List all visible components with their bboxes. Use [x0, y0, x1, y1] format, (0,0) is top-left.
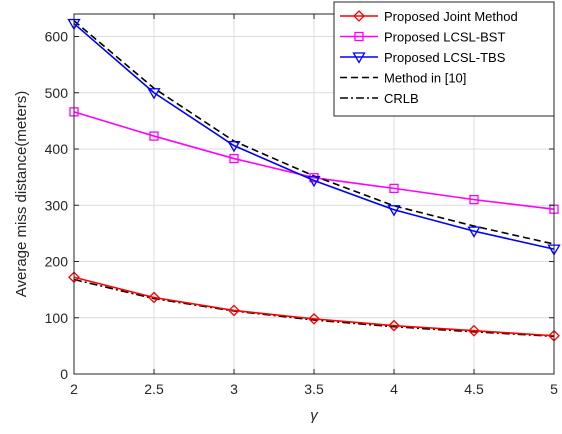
diamond-marker: [308, 312, 320, 325]
series-line: [73, 276, 555, 337]
legend-label: Proposed Joint Method: [384, 9, 518, 24]
x-tick-label: 2.5: [144, 381, 164, 397]
x-tick-label: 3.5: [304, 381, 324, 397]
x-tick-label: 5: [550, 381, 558, 397]
legend-label: CRLB: [384, 91, 419, 106]
diamond-marker: [468, 324, 480, 337]
legend-item: Proposed LCSL-TBS: [340, 50, 506, 65]
square-marker: [389, 183, 399, 194]
diamond-marker: [148, 291, 160, 304]
diamond-marker: [228, 304, 240, 317]
axis-ticks: 2 2.5 3 3.5 4 4.5 5 0 100 200 300 400 500 600: [45, 14, 558, 397]
diamond-marker: [353, 10, 365, 22]
series-0: [68, 271, 560, 342]
diamond-marker: [388, 319, 400, 332]
series-line: [73, 111, 555, 210]
y-tick-label: 600: [45, 29, 69, 45]
triangle-down-marker: [147, 88, 161, 100]
legend-item: Proposed LCSL-BST: [340, 30, 505, 45]
legend-item: Method in [10]: [340, 71, 466, 86]
triangle-down-marker: [387, 205, 401, 217]
series-line: [73, 278, 555, 338]
triangle-down-marker: [352, 52, 366, 64]
legend-item: Proposed Joint Method: [340, 9, 518, 24]
x-tick-label: 4.5: [464, 381, 484, 397]
x-tick-label: 3: [230, 381, 238, 397]
x-tick-label: 4: [390, 381, 398, 397]
square-marker: [229, 153, 239, 164]
y-tick-label: 400: [45, 141, 69, 157]
y-tick-label: 200: [45, 254, 69, 270]
legend-box: [333, 1, 555, 117]
y-tick-label: 500: [45, 85, 69, 101]
triangle-down-marker: [307, 175, 321, 188]
legend-item: CRLB: [340, 91, 419, 106]
x-axis-label: γ: [310, 407, 319, 424]
legend: Proposed Joint Method Proposed LCSL-BST Pr…: [333, 1, 555, 117]
triangle-down-marker: [467, 226, 481, 238]
y-tick-label: 100: [45, 310, 69, 326]
square-marker: [469, 194, 479, 205]
triangle-down-marker: [227, 140, 241, 153]
x-tick-label: 2: [70, 381, 78, 397]
square-marker: [354, 31, 364, 42]
series-layer: [67, 18, 561, 342]
series-4: [73, 278, 555, 338]
y-tick-label: 0: [60, 366, 68, 382]
legend-label: Proposed LCSL-TBS: [384, 50, 506, 65]
y-axis-label: Average miss distance(meters): [13, 91, 30, 297]
square-marker: [149, 131, 159, 141]
legend-label: Proposed LCSL-BST: [384, 30, 505, 45]
y-tick-label: 300: [45, 197, 69, 213]
legend-label: Method in [10]: [384, 71, 466, 86]
series-line: [73, 22, 555, 250]
